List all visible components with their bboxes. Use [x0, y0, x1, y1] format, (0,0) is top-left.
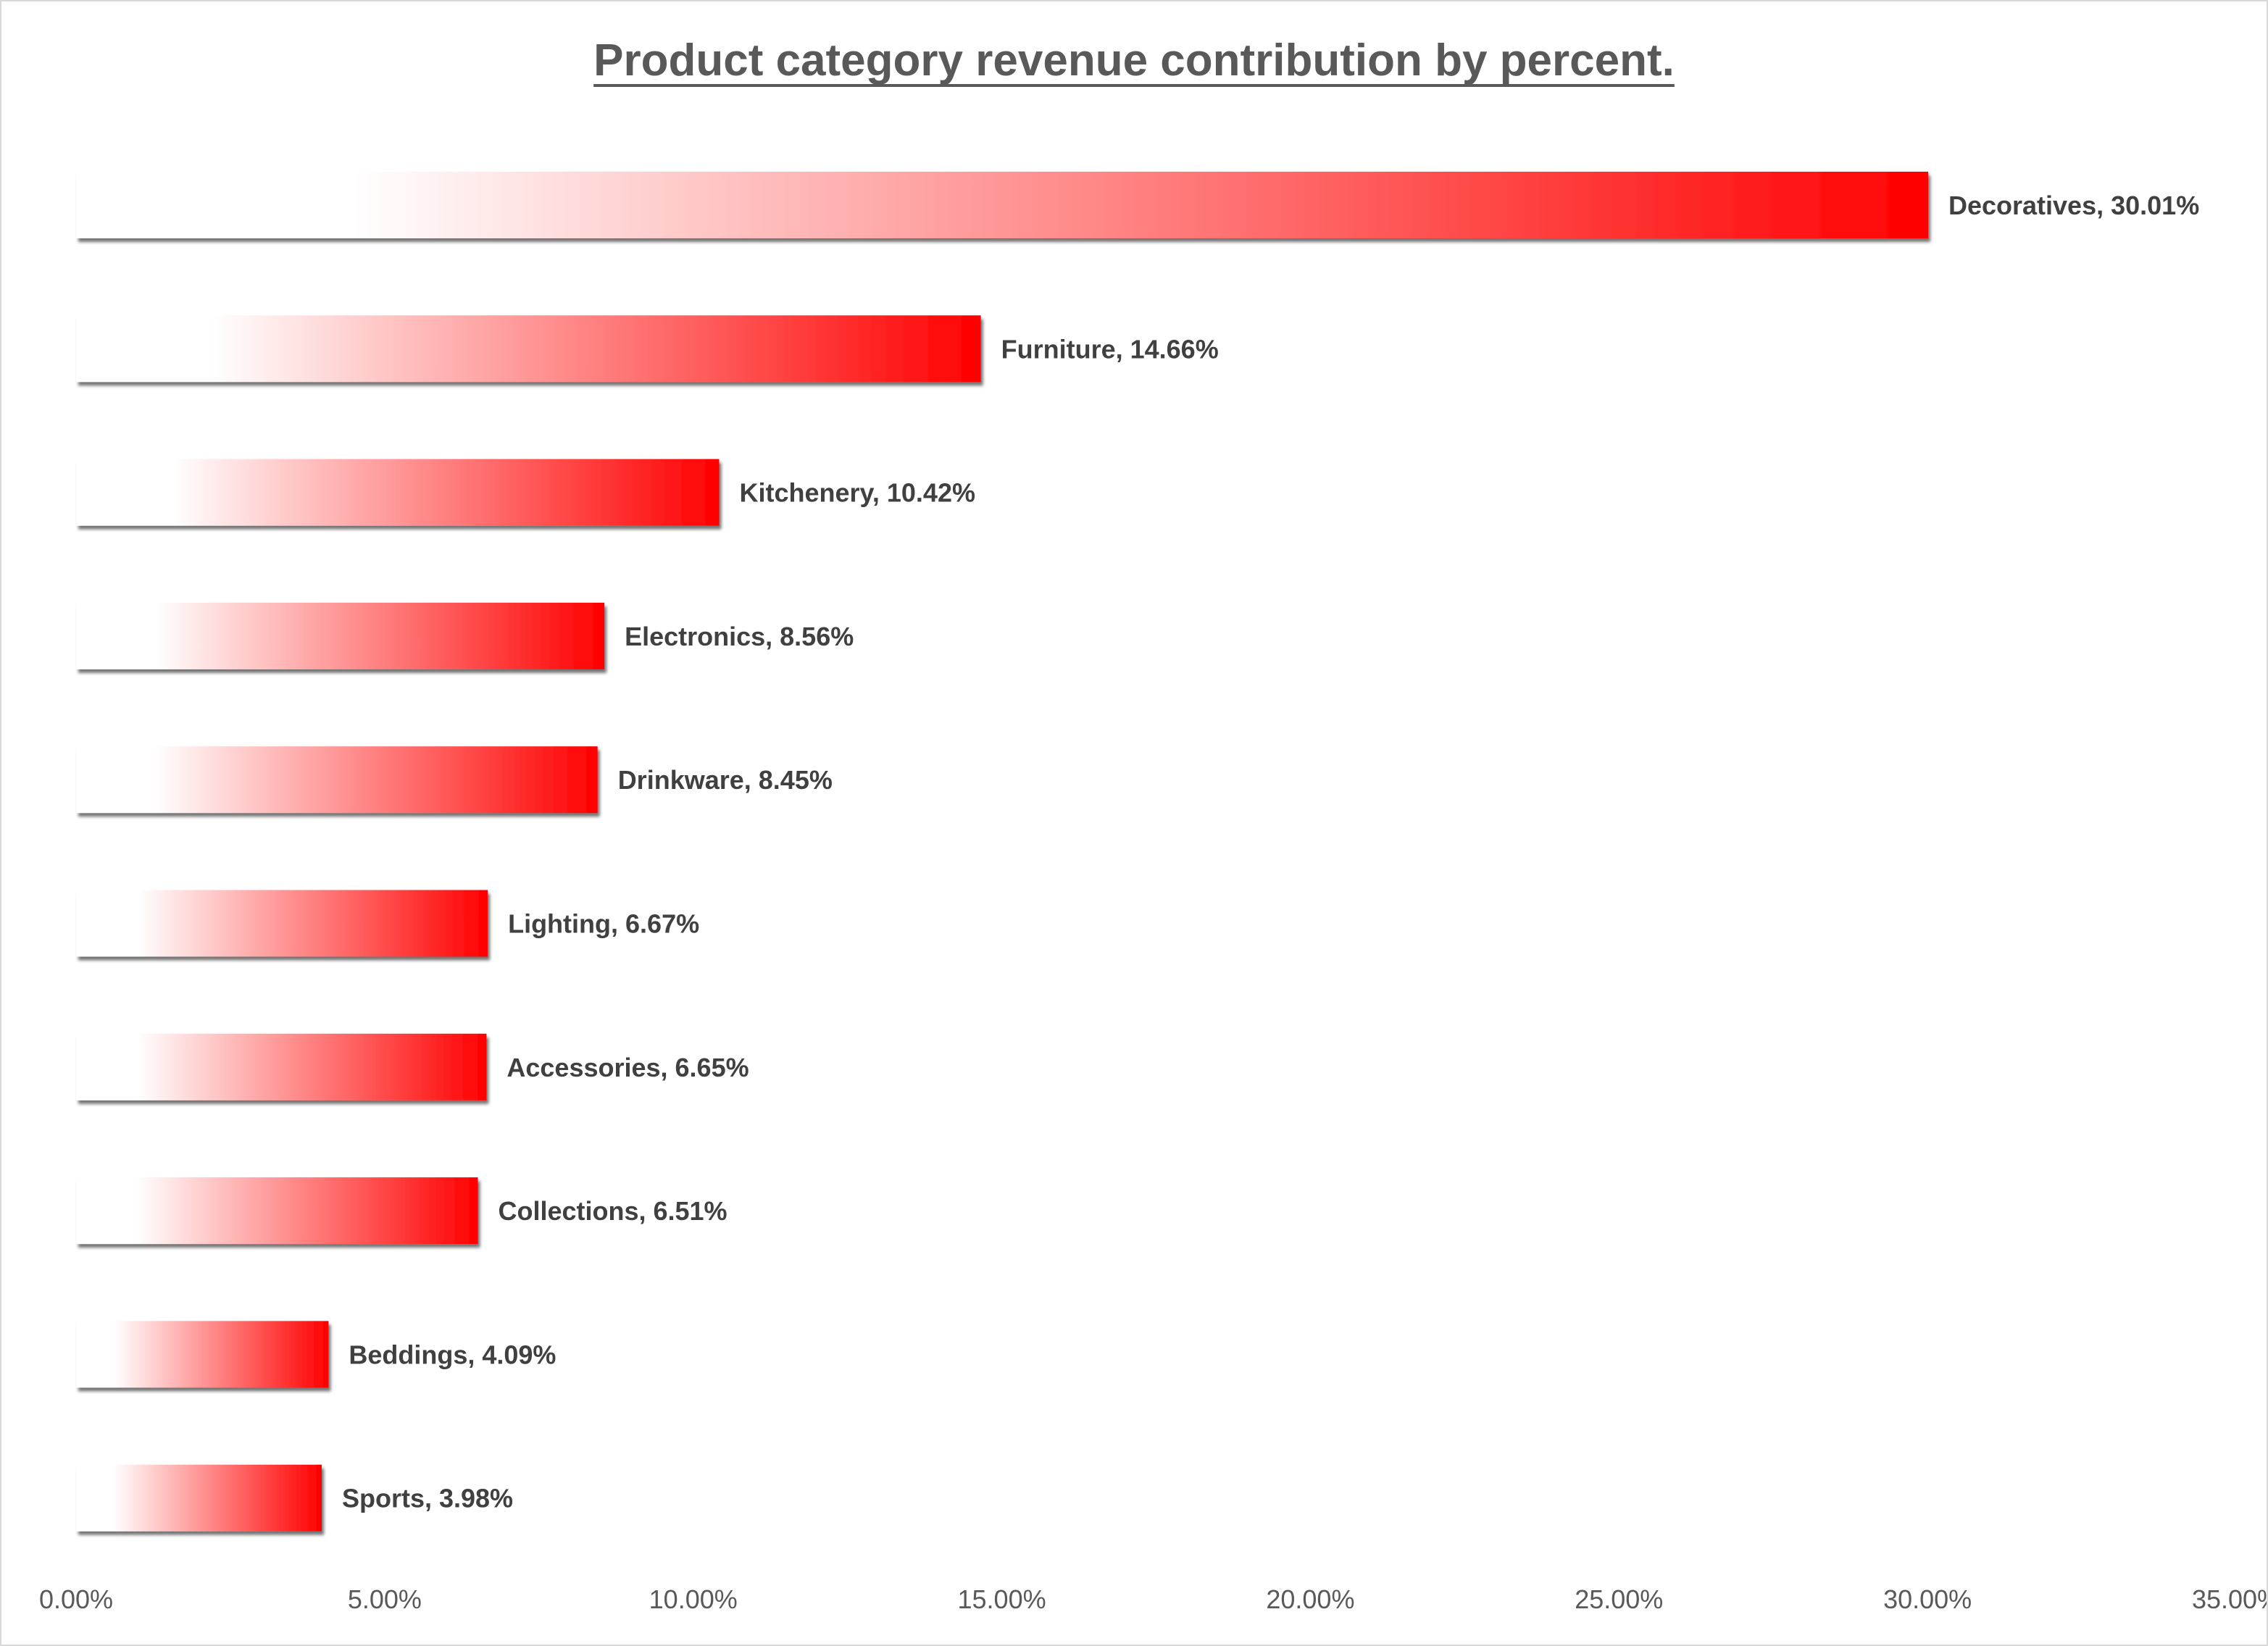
bar-decoratives — [76, 172, 1928, 238]
x-tick-label: 20.00% — [1266, 1584, 1354, 1614]
bar-sports — [76, 1464, 322, 1532]
x-tick-label: 25.00% — [1575, 1584, 1663, 1614]
data-label-decoratives: Decoratives, 30.01% — [1948, 191, 2199, 220]
bar-accessories — [76, 1033, 487, 1100]
data-label-sports: Sports, 3.98% — [342, 1484, 513, 1513]
bar-beddings — [76, 1321, 329, 1388]
bar-collections — [76, 1177, 478, 1245]
data-label-kitchenery: Kitchenery, 10.42% — [739, 478, 975, 508]
data-label-collections: Collections, 6.51% — [498, 1196, 727, 1226]
x-axis-ticks: 0.00% 5.00% 10.00% 15.00% 20.00% 25.00% 30.00%… — [39, 1584, 2267, 1614]
data-label-beddings: Beddings, 4.09% — [349, 1340, 556, 1369]
data-label-electronics: Electronics, 8.56% — [625, 622, 854, 651]
data-label-drinkware: Drinkware, 8.45% — [618, 765, 833, 795]
data-label-furniture: Furniture, 14.66% — [1001, 334, 1219, 364]
bars-group — [76, 172, 1928, 1532]
x-tick-label: 5.00% — [348, 1584, 422, 1614]
x-tick-label: 0.00% — [39, 1584, 113, 1614]
x-tick-label: 10.00% — [649, 1584, 738, 1614]
bar-lighting — [76, 890, 488, 957]
chart-title: Product category revenue contribution by… — [593, 35, 1675, 85]
x-tick-label: 35.00% — [2192, 1584, 2267, 1614]
data-labels-group: Decoratives, 30.01% Furniture, 14.66% Kitc… — [342, 191, 2199, 1513]
bar-furniture — [76, 315, 981, 383]
bar-kitchenery — [76, 459, 720, 526]
data-label-accessories: Accessories, 6.65% — [506, 1053, 749, 1082]
data-label-lighting: Lighting, 6.67% — [508, 909, 699, 939]
x-tick-label: 30.00% — [1883, 1584, 1972, 1614]
bar-electronics — [76, 602, 605, 669]
x-tick-label: 15.00% — [958, 1584, 1046, 1614]
bar-drinkware — [76, 746, 598, 814]
